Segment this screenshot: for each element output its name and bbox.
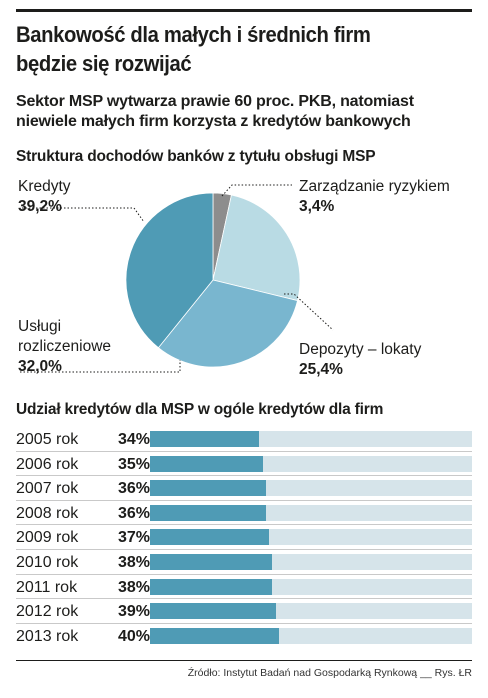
bar-category-label: 2010 rok (16, 554, 79, 571)
subtitle-line-2: niewiele małych firm korzysta z kredytów… (16, 113, 411, 130)
bar-row-separator (16, 450, 472, 452)
bar-track (150, 529, 472, 546)
bar-value-label: 37% (117, 529, 150, 547)
bar-row-separator (16, 524, 472, 526)
bar-value-label: 36% (117, 480, 150, 498)
bar-category-label: 2005 rok (16, 431, 79, 448)
subtitle-line-1: Sektor MSP wytwarza prawie 60 proc. PKB,… (16, 93, 414, 110)
bar-track (150, 504, 472, 521)
bar-row: 2012 rok 39% (16, 601, 476, 623)
pie-chart-title: Struktura dochodów banków z tytułu obsłu… (16, 148, 376, 165)
bar-value-label: 34% (117, 431, 150, 448)
bar (150, 554, 273, 570)
bar-row: 2013 rok 40% (16, 626, 476, 648)
bar-track (150, 455, 472, 472)
bar-row-separator (16, 622, 472, 624)
bar-row-separator (16, 573, 472, 575)
bar-row-separator (16, 549, 472, 550)
bar-track (150, 603, 472, 620)
leader-line-uslugi (20, 360, 181, 373)
bar-row: 2007 rok 36% (16, 478, 476, 500)
bar-track (150, 554, 472, 570)
bar-value-label: 36% (117, 504, 150, 522)
bar-row: 2010 rok 38% (16, 552, 476, 574)
bar-row: 2008 rok 36% (16, 503, 476, 525)
pie-label-value: 32,0% (18, 358, 62, 375)
bar-row: 2011 rok 38% (16, 577, 476, 599)
bar-category-label: 2012 rok (16, 603, 79, 621)
pie-slice-uslugi (157, 279, 299, 368)
title-line-2: będzie się rozwijać (16, 51, 192, 76)
bar-value-label: 40% (117, 627, 150, 645)
bar (150, 627, 279, 644)
bar (150, 603, 276, 620)
pie-label-zarzadzanie: Zarządzanie ryzykiem 3,4% (299, 177, 450, 217)
pie-label-value: 3,4% (299, 198, 335, 215)
bar-value-label: 35% (117, 455, 150, 473)
pie-label-value: 39,2% (18, 198, 62, 215)
pie-label-name: Kredyty (18, 178, 71, 195)
bar (150, 578, 273, 595)
bar-value-label: 38% (117, 578, 150, 596)
bar-row: 2006 rok 35% (16, 454, 476, 476)
bar-row: 2005 rok 34% (16, 429, 476, 451)
bar-category-label: 2006 rok (16, 455, 79, 473)
pie-label-value: 25,4% (299, 361, 343, 378)
source-note: Źródło: Instytut Badań nad Gospodarką Ry… (187, 667, 472, 679)
leader-line-zarzadzanie (221, 184, 292, 197)
bar-track (150, 431, 472, 447)
pie-label-uslugi: Usługi rozliczeniowe 32,0% (18, 317, 111, 377)
pie-label-name: Usługi (18, 318, 62, 335)
bottom-rule (16, 660, 472, 661)
bar (150, 431, 260, 447)
top-rule (16, 9, 472, 12)
bar (150, 455, 263, 472)
bar-value-label: 39% (117, 603, 150, 621)
pie-label-name: Zarządzanie ryzykiem (299, 178, 450, 195)
title-line-1: Bankowość dla małych i średnich firm (16, 22, 371, 47)
bar-value-label: 38% (117, 554, 150, 571)
pie-slice-kredyty (125, 192, 214, 349)
pie-chart (20, 184, 334, 373)
bar-category-label: 2007 rok (16, 480, 79, 498)
pie-label-name-2: rozliczeniowe (18, 338, 112, 355)
pie-label-depozyty: Depozyty – lokaty 25,4% (299, 340, 421, 380)
bar-category-label: 2008 rok (16, 504, 79, 522)
bar-row-separator (16, 499, 472, 501)
bar-row: 2009 rok 37% (16, 527, 476, 549)
bar-row-separator (16, 475, 472, 477)
bar (150, 480, 266, 497)
bar-track (150, 627, 472, 644)
pie-slice-depozyty (212, 194, 301, 302)
pie-label-kredyty: Kredyty 39,2% (18, 177, 71, 217)
bar (150, 529, 270, 546)
page-subtitle: Sektor MSP wytwarza prawie 60 proc. PKB,… (16, 92, 486, 132)
bar (150, 504, 266, 521)
page-title: Bankowość dla małych i średnich firm będ… (16, 20, 430, 78)
bar-track (150, 480, 472, 497)
leader-line-kredyty (22, 207, 145, 223)
bar-chart-title: Udział kredytów dla MSP w ogóle kredytów… (16, 401, 384, 418)
bar-track (150, 578, 472, 595)
bar-row-separator (16, 598, 472, 600)
bar-category-label: 2011 rok (16, 578, 78, 596)
bar-category-label: 2013 rok (16, 627, 79, 645)
pie-label-name: Depozyty – lokaty (299, 341, 422, 358)
bar-category-label: 2009 rok (16, 529, 79, 547)
